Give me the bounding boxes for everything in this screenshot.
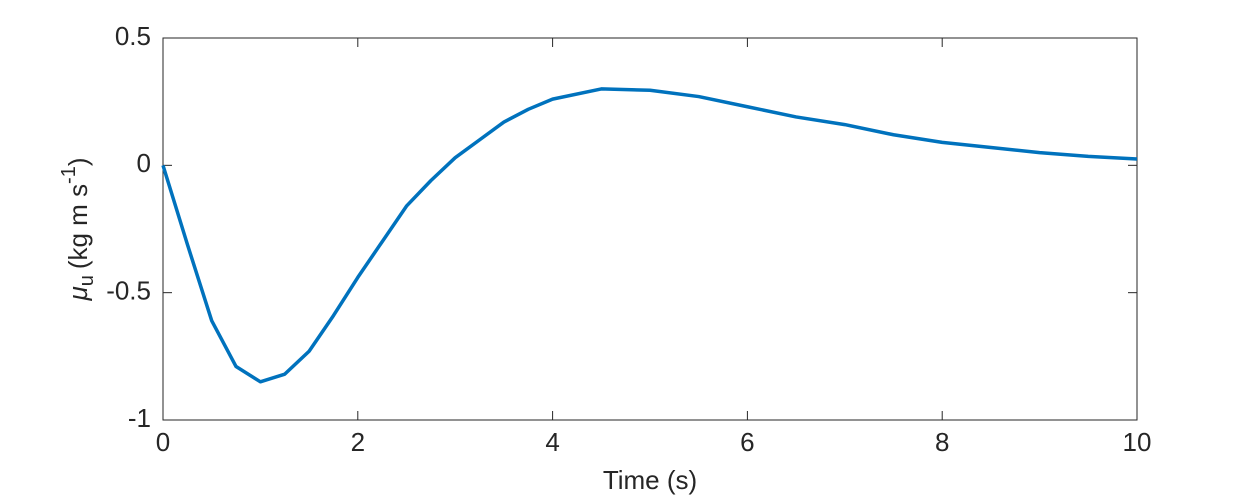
y-tick-label: 0 bbox=[137, 148, 151, 178]
y-label-superscript: -1 bbox=[58, 166, 80, 184]
x-tick-label: 4 bbox=[545, 427, 559, 457]
x-tick-label: 10 bbox=[1123, 427, 1152, 457]
y-axis-label: μu (kg m s-1) bbox=[58, 157, 98, 301]
x-tick-label: 0 bbox=[156, 427, 170, 457]
x-tick-label: 2 bbox=[351, 427, 365, 457]
x-tick-label: 8 bbox=[935, 427, 949, 457]
plot-box bbox=[162, 37, 1138, 421]
y-tick-label: -0.5 bbox=[106, 276, 151, 306]
data-line bbox=[161, 87, 1138, 384]
x-axis-label: Time (s) bbox=[603, 465, 697, 495]
y-tick-label: -1 bbox=[128, 403, 151, 433]
x-tick-label: 6 bbox=[740, 427, 754, 457]
y-label-subscript: u bbox=[76, 275, 98, 286]
y-label-close: ) bbox=[63, 157, 93, 166]
y-tick-label: 0.5 bbox=[115, 21, 151, 51]
y-label-symbol: μ bbox=[63, 286, 93, 301]
y-label-text: (kg m s bbox=[63, 184, 93, 269]
